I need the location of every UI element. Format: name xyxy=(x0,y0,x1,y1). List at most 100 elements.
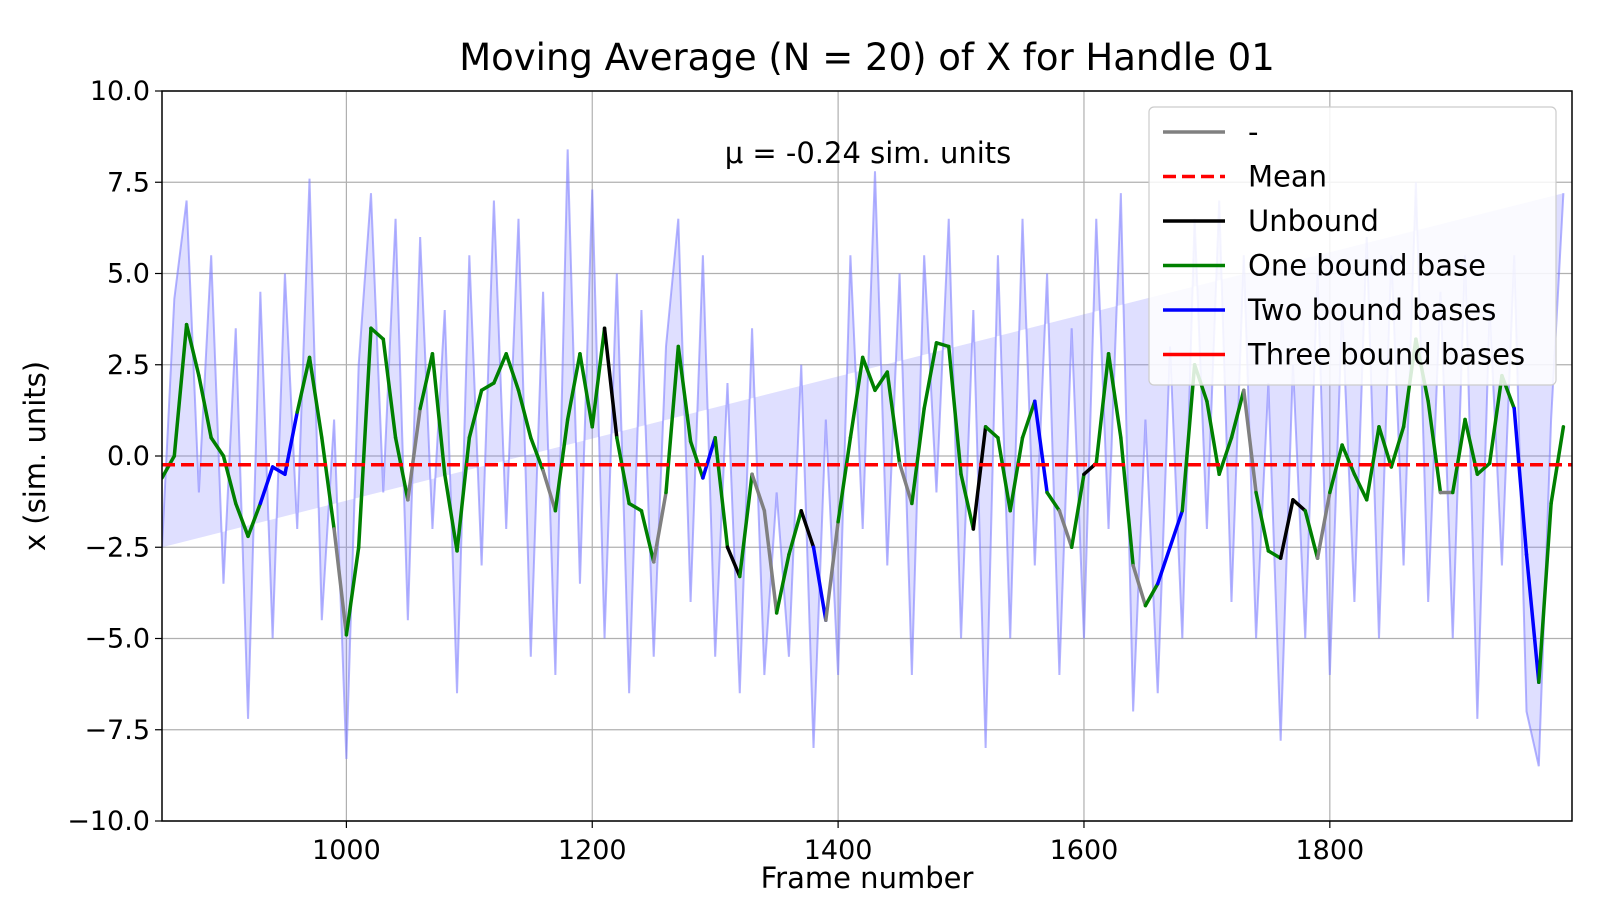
moving-average-segment xyxy=(590,326,607,429)
moving-average-segment xyxy=(344,545,361,637)
moving-average-segment xyxy=(811,545,828,622)
moving-average-segment xyxy=(197,373,213,440)
moving-average-segment xyxy=(565,352,582,422)
moving-average-segment xyxy=(1020,399,1037,440)
moving-average-segment xyxy=(688,439,705,480)
y-tick-label: 7.5 xyxy=(107,167,150,198)
moving-average-segment xyxy=(258,465,275,506)
moving-average-segment xyxy=(1475,461,1492,476)
moving-average-segment xyxy=(836,436,853,524)
x-tick-label: 1600 xyxy=(1050,835,1119,866)
annotation: μ = -0.24 sim. units xyxy=(725,136,1012,170)
moving-average-segment xyxy=(959,472,976,531)
moving-average-segment xyxy=(418,352,435,411)
y-axis-label: x (sim. units) xyxy=(18,361,52,551)
moving-average-segment xyxy=(713,436,730,549)
moving-average-segment xyxy=(676,344,693,444)
moving-average-segment xyxy=(787,509,803,557)
moving-average-segment xyxy=(946,344,963,476)
moving-average-segment xyxy=(738,472,754,579)
moving-average-segment xyxy=(885,370,902,466)
moving-average-segment xyxy=(1389,425,1406,469)
legend-label: Two bound bases xyxy=(1247,293,1496,327)
legend-label: Unbound xyxy=(1248,204,1379,238)
moving-average-segment xyxy=(541,468,558,513)
moving-average-segment xyxy=(1155,545,1172,586)
moving-average-segment xyxy=(1008,436,1025,513)
y-tick-label: 2.5 xyxy=(107,350,150,381)
y-tick-label: −5.0 xyxy=(84,624,150,655)
moving-average-segment xyxy=(701,436,717,480)
moving-average-segment xyxy=(1315,490,1332,560)
ticks: −10.0 −7.5 −5.0 −2.5 0.0 2.5 5.0 7.5 10.0 1000 120… xyxy=(67,76,1364,866)
moving-average-segment xyxy=(1106,352,1123,440)
moving-average-segment xyxy=(479,381,496,393)
moving-average-segment xyxy=(615,436,631,506)
moving-average-segment xyxy=(1242,388,1258,495)
legend-label: One bound base xyxy=(1248,249,1486,283)
moving-average-segment xyxy=(1131,563,1148,608)
moving-average-segment xyxy=(1180,363,1197,513)
moving-average-segment xyxy=(504,352,521,393)
moving-average-segment xyxy=(1168,509,1185,549)
moving-average-segment xyxy=(1278,498,1295,560)
legend-label: Mean xyxy=(1248,160,1327,194)
moving-average-segment xyxy=(1303,509,1320,560)
x-tick-label: 1000 xyxy=(312,835,381,866)
moving-average-segment xyxy=(234,501,250,539)
moving-average-segment xyxy=(762,509,779,615)
moving-average-segment xyxy=(1266,549,1283,560)
moving-average-segment xyxy=(897,461,914,506)
moving-average-segment xyxy=(651,490,668,564)
moving-average-segment xyxy=(172,322,189,458)
moving-average-segment xyxy=(1364,425,1381,502)
moving-average-segment xyxy=(774,552,791,615)
moving-average-segment xyxy=(1328,443,1344,495)
moving-average-segment xyxy=(860,355,877,393)
moving-average-segment xyxy=(922,341,939,411)
moving-average-segment xyxy=(602,326,619,440)
chart-title: Moving Average (N = 20) of X for Handle … xyxy=(459,36,1275,79)
moving-average-segment xyxy=(209,436,226,458)
moving-average-segment xyxy=(639,509,656,564)
moving-average-segment xyxy=(162,454,177,480)
moving-average-segment xyxy=(1426,399,1443,495)
moving-average-segment xyxy=(430,352,447,476)
x-tick-label: 1200 xyxy=(558,835,627,866)
y-tick-label: −7.5 xyxy=(84,715,150,746)
y-tick-label: −10.0 xyxy=(67,806,150,837)
y-tick-label: 5.0 xyxy=(107,259,150,290)
moving-average-segment xyxy=(664,344,681,495)
moving-average-segment xyxy=(1069,472,1086,549)
moving-average-segment xyxy=(393,436,410,502)
moving-average-segment xyxy=(1451,417,1467,495)
moving-average-segment xyxy=(516,388,533,440)
moving-average-segment xyxy=(369,326,386,341)
moving-average-segment xyxy=(1377,425,1394,469)
moving-average-segment xyxy=(1119,436,1135,568)
moving-average-segment xyxy=(295,355,312,414)
moving-average-segment xyxy=(1229,388,1246,440)
moving-average-segment xyxy=(1143,582,1160,608)
moving-average-segment xyxy=(1033,399,1049,495)
moving-average-segment xyxy=(910,406,926,506)
moving-average-segment xyxy=(492,352,508,385)
moving-average-segment xyxy=(848,355,865,440)
legend-label: Three bound bases xyxy=(1247,338,1525,372)
moving-average-segment xyxy=(320,436,336,531)
moving-average-segment xyxy=(1291,498,1307,513)
moving-average-segment xyxy=(1205,399,1221,476)
moving-average-segment xyxy=(750,472,767,513)
moving-average-segment xyxy=(1094,352,1111,466)
moving-average-segment xyxy=(467,388,484,440)
moving-average-segment xyxy=(332,527,349,637)
moving-average-segment xyxy=(1057,509,1074,549)
moving-average-segment xyxy=(442,472,459,553)
moving-average-segment xyxy=(1340,443,1357,476)
moving-average-segment xyxy=(356,326,373,549)
moving-average-segment xyxy=(1045,490,1062,513)
moving-average-segment xyxy=(873,370,890,393)
moving-average-segment xyxy=(1537,501,1553,685)
moving-average-segment xyxy=(270,465,287,476)
